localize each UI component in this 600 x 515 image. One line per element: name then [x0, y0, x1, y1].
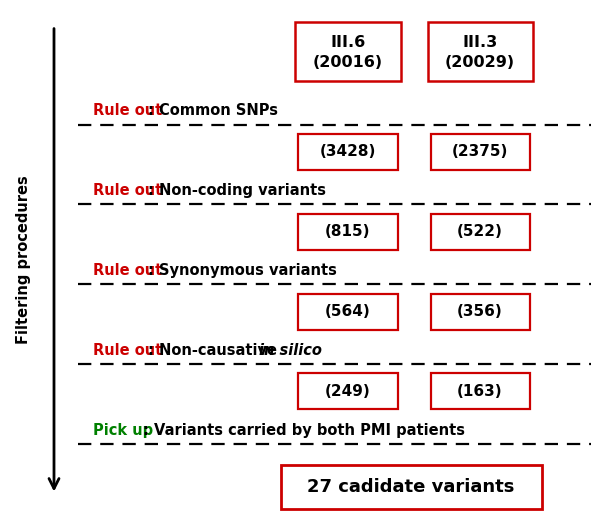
Text: : Synonymous variants: : Synonymous variants [148, 263, 337, 278]
Text: Pick up: Pick up [93, 422, 153, 438]
Text: : Non-causative: : Non-causative [148, 342, 283, 358]
Text: Rule out: Rule out [93, 183, 162, 198]
FancyBboxPatch shape [298, 294, 398, 330]
Text: (815): (815) [325, 224, 371, 239]
Text: (20029): (20029) [445, 55, 515, 70]
Text: (522): (522) [457, 224, 503, 239]
Text: (2375): (2375) [452, 144, 508, 160]
Text: (356): (356) [457, 304, 503, 319]
Text: Rule out: Rule out [93, 263, 162, 278]
FancyBboxPatch shape [295, 22, 401, 81]
Text: in silico: in silico [259, 342, 322, 358]
Text: (249): (249) [325, 384, 371, 399]
Text: (20016): (20016) [313, 55, 383, 70]
FancyBboxPatch shape [431, 373, 530, 409]
Text: III.6: III.6 [331, 35, 365, 49]
Text: (163): (163) [457, 384, 503, 399]
FancyBboxPatch shape [298, 373, 398, 409]
FancyBboxPatch shape [431, 134, 530, 170]
Text: : Variants carried by both PMI patients: : Variants carried by both PMI patients [143, 422, 465, 438]
Text: (564): (564) [325, 304, 371, 319]
FancyBboxPatch shape [298, 214, 398, 250]
Text: Rule out: Rule out [93, 103, 162, 118]
FancyBboxPatch shape [431, 294, 530, 330]
Text: (3428): (3428) [320, 144, 376, 160]
Text: III.3: III.3 [463, 35, 497, 49]
FancyBboxPatch shape [298, 134, 398, 170]
FancyBboxPatch shape [281, 465, 542, 509]
Text: : Non-coding variants: : Non-coding variants [148, 183, 326, 198]
FancyBboxPatch shape [427, 22, 533, 81]
Text: 27 cadidate variants: 27 cadidate variants [307, 478, 515, 495]
Text: Rule out: Rule out [93, 342, 162, 358]
Text: Filtering procedures: Filtering procedures [16, 176, 32, 345]
FancyBboxPatch shape [431, 214, 530, 250]
Text: : Common SNPs: : Common SNPs [148, 103, 278, 118]
